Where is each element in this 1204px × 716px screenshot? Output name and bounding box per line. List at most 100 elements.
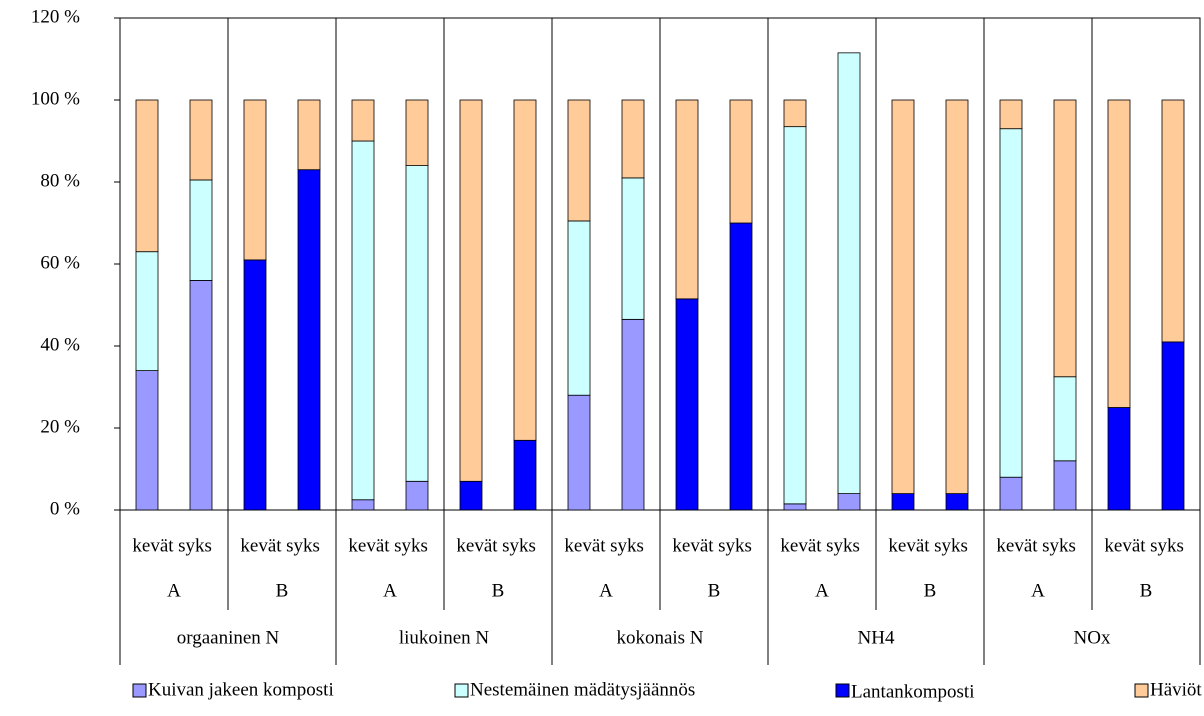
legend-swatch	[454, 683, 469, 698]
x-tick-label: kevät	[780, 535, 822, 556]
y-tick-label: 100 %	[31, 88, 80, 109]
x-tick-label: syks	[1150, 535, 1184, 556]
bar-segment	[999, 476, 1023, 511]
x-tick-label: kevät	[132, 535, 174, 556]
bar-segment	[405, 165, 429, 482]
legend-label: Nestemäinen mädätysjäännös	[470, 679, 695, 700]
bar-segment	[567, 99, 591, 222]
group-label: NH4	[858, 627, 895, 648]
x-tick-label: syks	[286, 535, 320, 556]
group-label: NOx	[1074, 627, 1111, 648]
x-tick-label: syks	[826, 535, 860, 556]
bar-segment	[1107, 407, 1131, 511]
y-tick-label: 120 %	[31, 6, 80, 27]
bar-segment	[189, 99, 213, 181]
bar-segment	[1053, 99, 1077, 378]
bar-segment	[297, 169, 321, 511]
bar-segment	[621, 318, 645, 511]
x-tick-label: syks	[394, 535, 428, 556]
subgroup-label: A	[1031, 580, 1045, 601]
bar-segment	[621, 99, 645, 179]
x-tick-label: kevät	[564, 535, 606, 556]
bar-segment	[189, 179, 213, 281]
bar-segment	[675, 298, 699, 511]
subgroup-label: B	[708, 580, 721, 601]
legend-swatch	[835, 683, 850, 698]
x-tick-label: kevät	[456, 535, 498, 556]
bar-segment	[567, 394, 591, 511]
bar-segment	[135, 99, 159, 253]
bar-segment	[189, 279, 213, 511]
x-tick-label: syks	[502, 535, 536, 556]
x-tick-label: syks	[178, 535, 212, 556]
subgroup-label: B	[924, 580, 937, 601]
bar-segment	[1161, 99, 1185, 343]
x-tick-label: syks	[610, 535, 644, 556]
x-tick-label: kevät	[888, 535, 930, 556]
bar-segment	[891, 99, 915, 495]
x-tick-label: kevät	[348, 535, 390, 556]
bar-segment	[405, 99, 429, 166]
y-tick-label: 40 %	[40, 334, 80, 355]
x-tick-label: syks	[1042, 535, 1076, 556]
bar-segment	[243, 99, 267, 261]
x-tick-label: kevät	[996, 535, 1038, 556]
bar-segment	[459, 480, 483, 511]
group-label: orgaaninen N	[177, 627, 280, 648]
bar-segment	[945, 99, 969, 495]
bar-segment	[1053, 460, 1077, 511]
bar-segment	[297, 99, 321, 171]
bar-segment	[675, 99, 699, 300]
bar-segment	[243, 259, 267, 511]
x-tick-label: kevät	[1104, 535, 1146, 556]
legend-swatch	[1134, 683, 1149, 698]
bar-segment	[351, 140, 375, 501]
bar-segment	[1161, 341, 1185, 511]
x-tick-label: syks	[934, 535, 968, 556]
y-tick-label: 0 %	[50, 498, 80, 519]
group-label: kokonais N	[616, 627, 703, 648]
y-tick-label: 80 %	[40, 170, 80, 191]
legend-label: Kuivan jakeen komposti	[148, 679, 334, 700]
bar-segment	[837, 52, 861, 494]
bar-segment	[999, 128, 1023, 478]
bar-segment	[945, 493, 969, 511]
legend-swatch	[132, 683, 147, 698]
bar-segment	[405, 480, 429, 511]
bar-segment	[999, 99, 1023, 130]
y-tick-label: 20 %	[40, 416, 80, 437]
bar-segment	[513, 439, 537, 511]
bar-segment	[783, 126, 807, 505]
bar-segment	[729, 99, 753, 224]
bar-segment	[891, 493, 915, 511]
subgroup-label: A	[167, 580, 181, 601]
x-tick-label: syks	[718, 535, 752, 556]
bar-segment	[1107, 99, 1131, 408]
subgroup-label: A	[383, 580, 397, 601]
bar-segment	[351, 499, 375, 511]
legend-label: Häviöt	[1150, 679, 1202, 700]
subgroup-label: A	[815, 580, 829, 601]
x-tick-label: kevät	[240, 535, 282, 556]
bar-segment	[621, 177, 645, 320]
x-tick-label: kevät	[672, 535, 714, 556]
bar-segment	[513, 99, 537, 441]
bar-segment	[351, 99, 375, 142]
bar-segment	[459, 99, 483, 482]
bar-segment	[567, 220, 591, 396]
subgroup-label: B	[492, 580, 505, 601]
subgroup-label: B	[276, 580, 289, 601]
y-tick-label: 60 %	[40, 252, 80, 273]
subgroup-label: B	[1140, 580, 1153, 601]
legend-label: Lantankomposti	[851, 681, 974, 702]
bar-segment	[729, 222, 753, 511]
group-label: liukoinen N	[399, 627, 490, 648]
bar-segment	[783, 99, 807, 128]
bar-segment	[135, 370, 159, 511]
bar-segment	[837, 493, 861, 511]
bar-segment	[135, 251, 159, 371]
subgroup-label: A	[599, 580, 613, 601]
bar-segment	[1053, 376, 1077, 462]
bar-segment	[783, 503, 807, 511]
